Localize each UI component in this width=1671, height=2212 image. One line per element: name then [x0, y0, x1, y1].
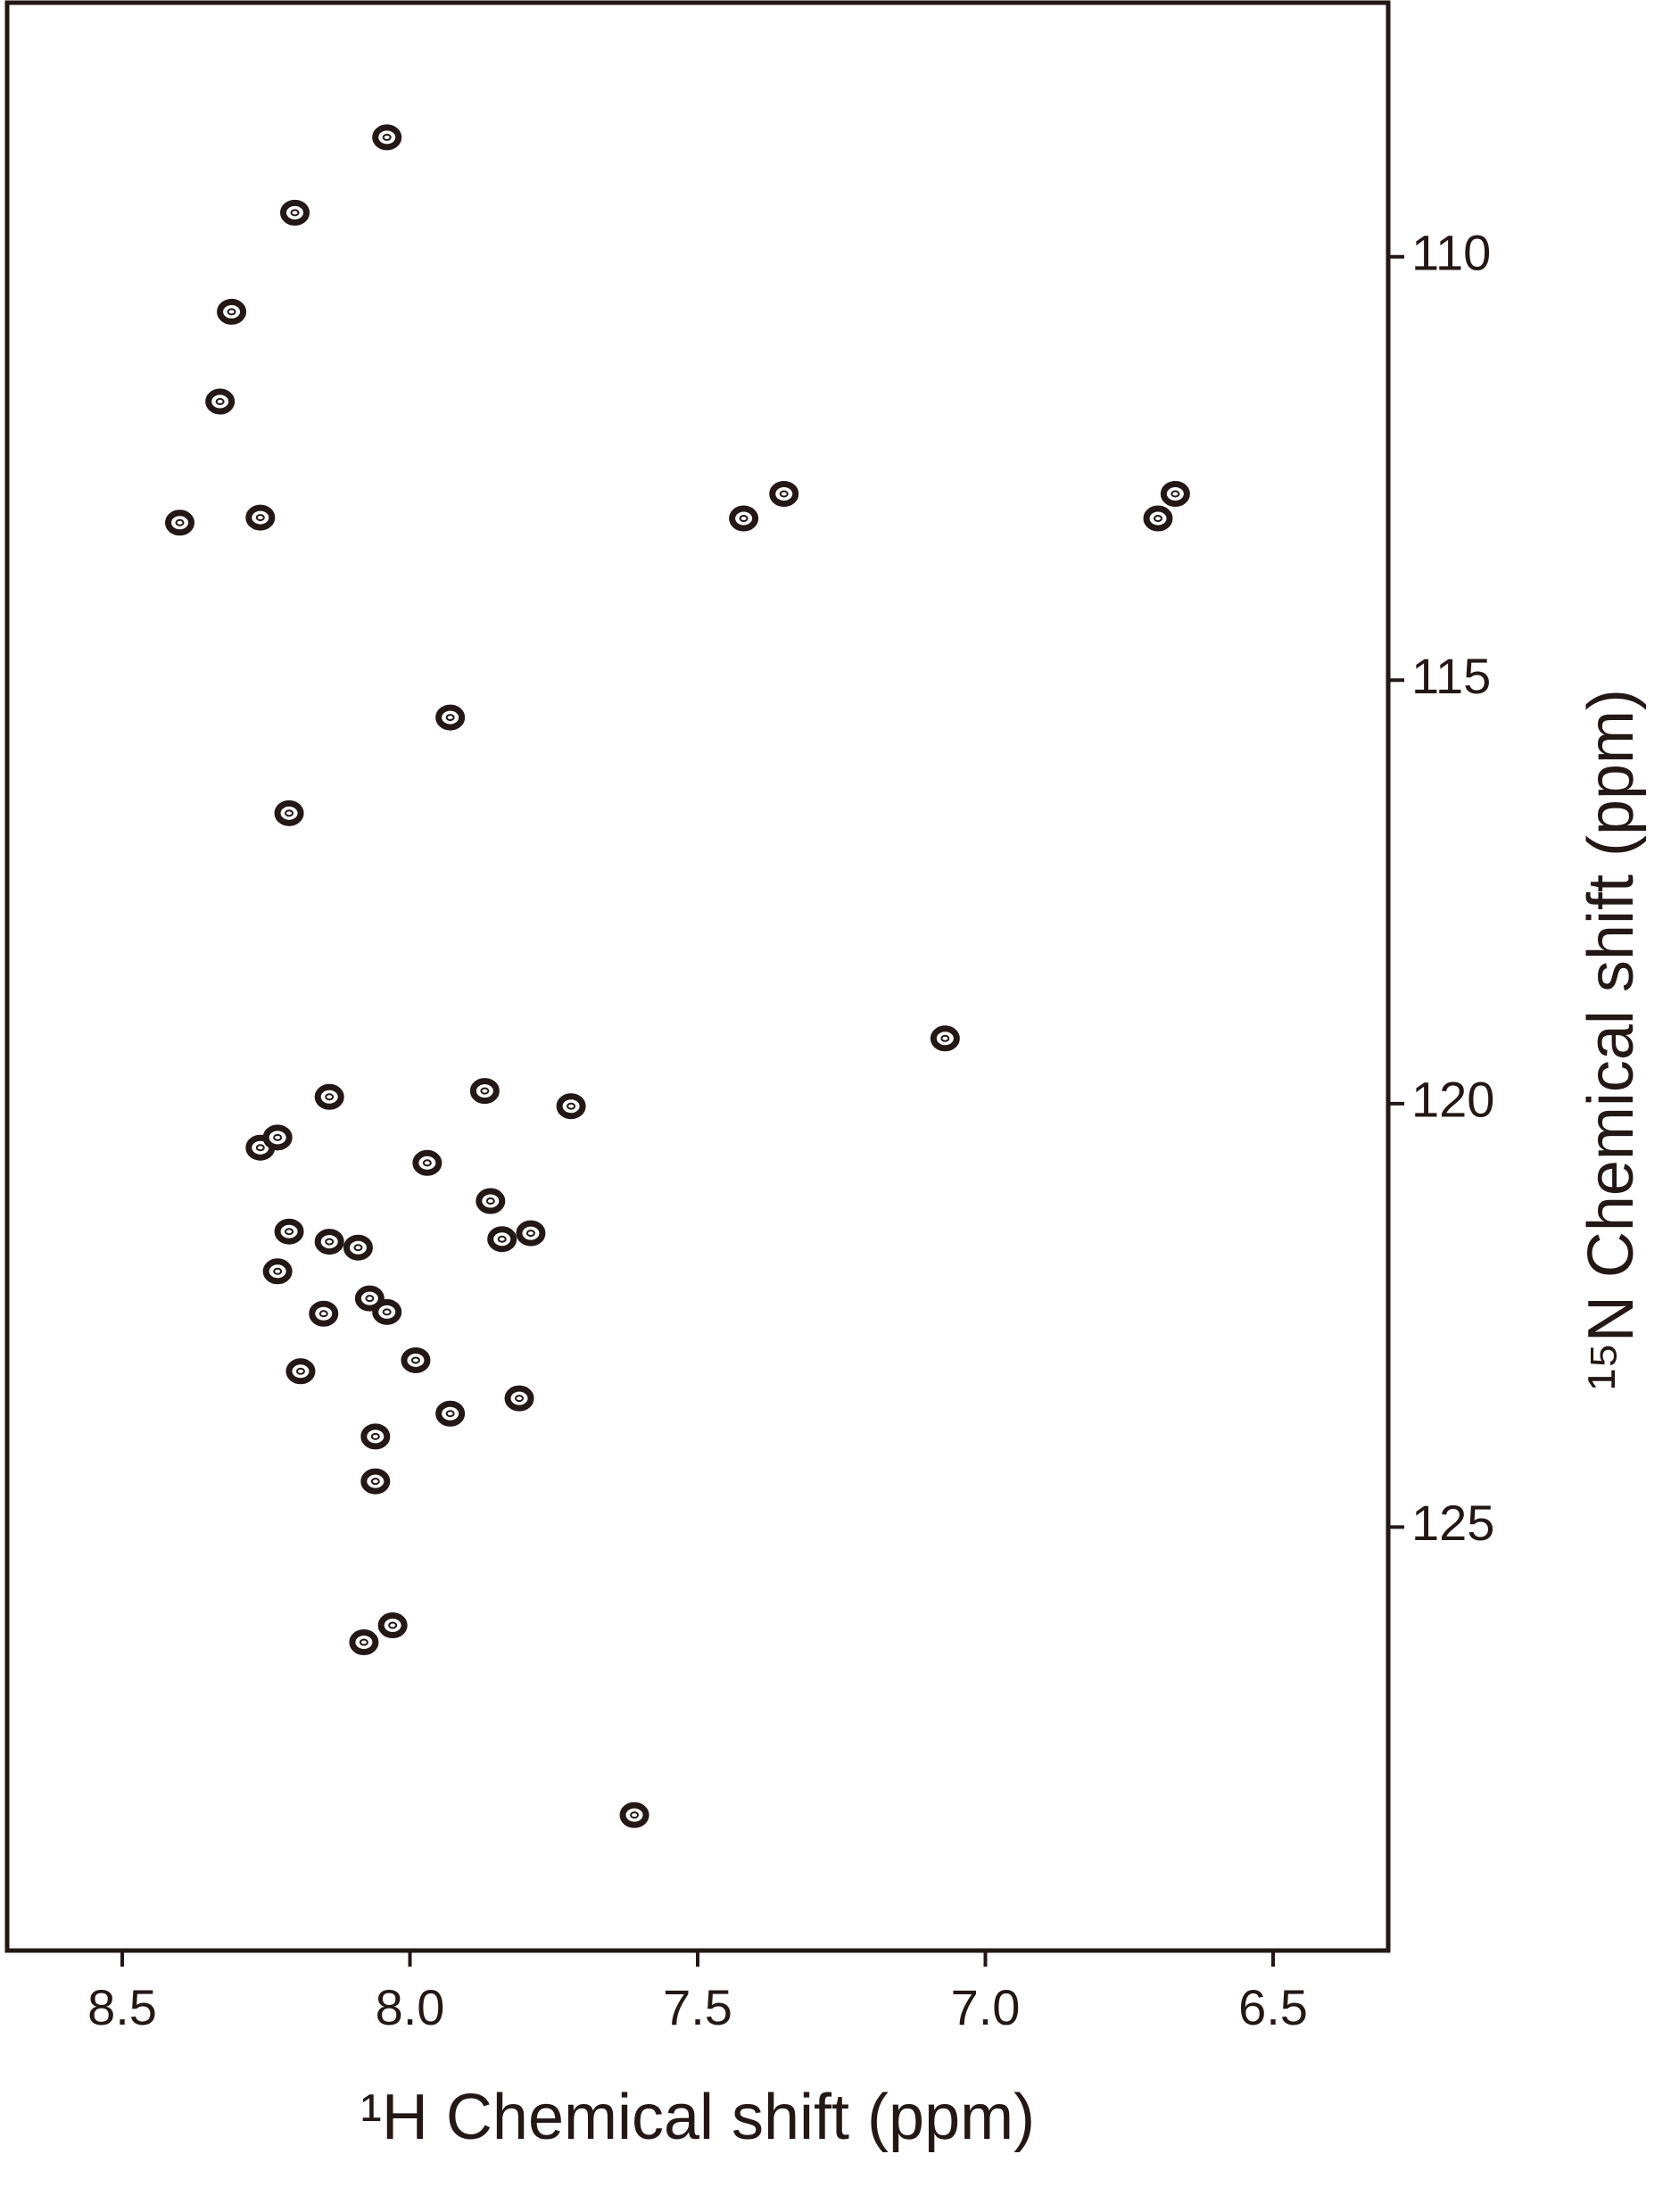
y-axis-label: ¹⁵N Chemical shift (ppm) — [1576, 689, 1647, 1390]
peak — [516, 1220, 546, 1247]
peak — [245, 504, 276, 531]
peak-contour — [515, 1395, 525, 1403]
y-tick-label: 125 — [1411, 1495, 1494, 1551]
peak — [412, 1149, 443, 1176]
peak — [165, 510, 194, 536]
peak — [469, 1078, 500, 1105]
peak — [476, 1188, 506, 1214]
peak — [487, 1226, 517, 1253]
peak — [349, 1629, 379, 1656]
y-tick-label: 120 — [1411, 1072, 1494, 1128]
peak — [314, 1229, 344, 1255]
x-tick-label: 6.5 — [1238, 1979, 1308, 2035]
peak-contour — [353, 1244, 363, 1252]
peak-contour — [630, 1811, 640, 1819]
y-tick-label: 110 — [1411, 225, 1491, 281]
peak-contour — [497, 1235, 507, 1243]
peak-contour — [567, 1102, 576, 1110]
x-axis-label: ¹H Chemical shift (ppm) — [360, 2082, 1035, 2153]
peak — [262, 1124, 293, 1151]
peak-contour — [445, 1410, 455, 1418]
peak-contour — [290, 209, 300, 217]
peak-contour — [739, 515, 749, 523]
x-tick-label: 8.5 — [87, 1979, 157, 2035]
peak — [435, 1400, 466, 1427]
x-tick-label: 7.0 — [951, 1979, 1021, 2035]
peak-contour — [445, 714, 455, 722]
peak-contour — [779, 490, 789, 498]
peak-contour — [370, 1432, 380, 1440]
peak — [360, 1468, 391, 1495]
peak-contour — [365, 1295, 375, 1303]
peak-contour — [1154, 515, 1162, 523]
peak-contour — [525, 1230, 535, 1238]
y-tick-label: 115 — [1411, 648, 1491, 704]
peak — [309, 1300, 339, 1327]
x-tick-label: 8.0 — [376, 1979, 445, 2035]
peak — [729, 505, 759, 532]
peak — [274, 799, 304, 826]
peak-contour — [1171, 490, 1180, 498]
peak — [343, 1234, 373, 1261]
peak — [1160, 480, 1190, 507]
peak — [372, 1298, 402, 1325]
peak-contour — [388, 1621, 398, 1629]
peak — [217, 298, 247, 325]
peak-contour — [273, 1267, 283, 1275]
peak-contour — [295, 1367, 305, 1375]
peak-contour — [422, 1159, 432, 1167]
peak-contour — [255, 1144, 265, 1152]
peak-contour — [255, 514, 265, 522]
peak-contour — [227, 308, 236, 316]
peak — [280, 199, 310, 226]
peak-contour — [359, 1638, 368, 1646]
peak-contour — [382, 133, 392, 141]
peak — [556, 1093, 586, 1120]
peak — [274, 1218, 304, 1245]
peak — [205, 388, 236, 415]
peak-contour — [325, 1093, 335, 1101]
peak — [360, 1423, 391, 1450]
peak — [930, 1025, 960, 1052]
peak — [372, 124, 402, 151]
peak-contour — [285, 1228, 294, 1236]
peak — [619, 1802, 649, 1828]
peak-contour — [940, 1034, 950, 1042]
peak-contour — [273, 1133, 283, 1141]
peak-contour — [285, 809, 294, 817]
peak — [314, 1083, 344, 1110]
peak-contour — [410, 1356, 420, 1364]
peak — [285, 1358, 316, 1385]
peak-contour — [370, 1478, 380, 1486]
peak — [769, 480, 799, 507]
peak-contour — [382, 1308, 392, 1316]
peak — [401, 1346, 431, 1373]
peak-contour — [175, 518, 185, 526]
peak — [262, 1258, 293, 1285]
peak-contour — [480, 1087, 490, 1095]
peak-contour — [215, 398, 225, 406]
peak-contour — [325, 1238, 335, 1246]
peak — [504, 1385, 534, 1412]
peak-contour — [318, 1310, 328, 1318]
x-tick-label: 7.5 — [663, 1979, 732, 2035]
plot-frame — [4, 0, 1391, 1953]
peak — [377, 1612, 408, 1639]
peak — [1143, 505, 1173, 532]
peak — [435, 704, 466, 731]
peak-contour — [485, 1197, 495, 1205]
peak — [354, 1285, 385, 1312]
